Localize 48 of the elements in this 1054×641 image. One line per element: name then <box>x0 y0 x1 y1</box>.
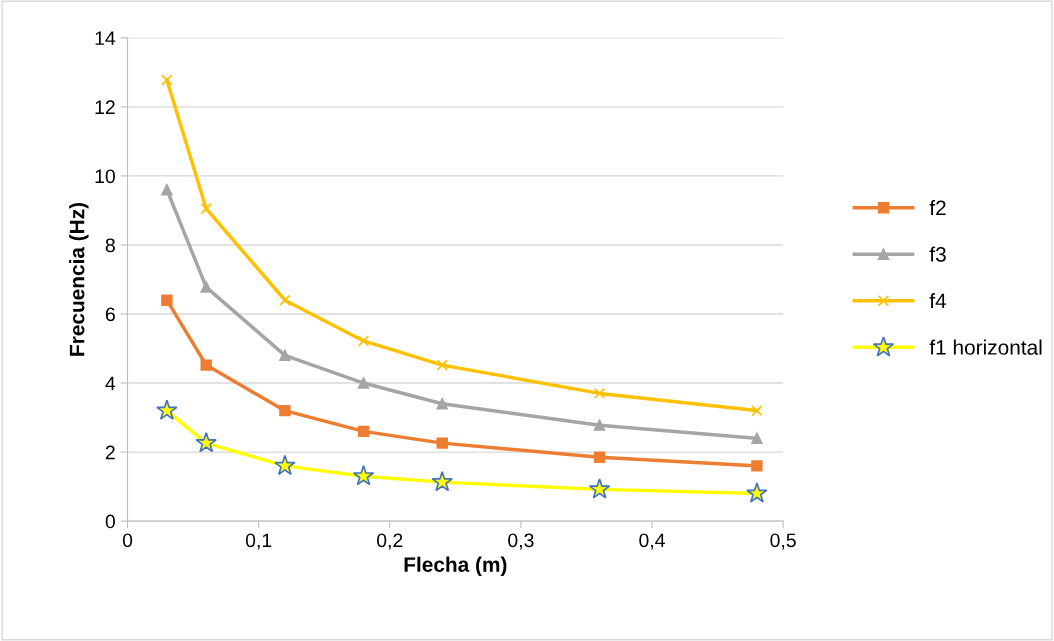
point <box>274 454 296 476</box>
x-tick-label: 0,4 <box>639 533 665 550</box>
y-tick-label: 10 <box>95 169 115 184</box>
legend-label: f4 <box>929 293 947 309</box>
x-tick-label: 0,5 <box>770 533 796 550</box>
y-tick-label: 2 <box>105 445 115 460</box>
point <box>161 74 173 86</box>
y-tick-label: 0 <box>105 514 115 529</box>
point <box>279 349 291 362</box>
point <box>156 399 178 420</box>
y-tick-label: 12 <box>95 100 115 114</box>
point <box>593 451 606 463</box>
point <box>200 359 212 371</box>
point <box>436 398 448 410</box>
legend-label: f2 <box>929 200 946 216</box>
y-axis-title: Frecuencia (Hz) <box>69 202 89 356</box>
x-tick-label: 0 <box>122 533 133 548</box>
point <box>431 470 453 492</box>
point <box>279 294 291 306</box>
point <box>751 460 763 472</box>
x-tick-label: 0,3 <box>508 533 534 550</box>
x-tick-label: 0,1 <box>245 533 272 550</box>
point <box>161 184 173 196</box>
point <box>593 387 606 400</box>
y-tick-label: 14 <box>95 31 116 45</box>
point <box>200 203 212 215</box>
x-axis-title: Flecha (m) <box>404 556 507 577</box>
point <box>352 465 375 486</box>
point <box>357 377 370 389</box>
point <box>357 335 370 347</box>
legend-label: f1 horizontal <box>929 339 1042 355</box>
y-tick-label: 8 <box>105 238 115 253</box>
legend-label: f3 <box>929 246 946 262</box>
point <box>593 419 606 431</box>
point <box>161 294 173 306</box>
point <box>195 431 217 453</box>
point <box>746 482 768 503</box>
y-tick-label: 4 <box>105 376 116 391</box>
y-tick-label: 6 <box>105 307 115 322</box>
point <box>751 404 763 417</box>
point <box>588 478 611 499</box>
point <box>436 359 448 371</box>
point <box>279 404 291 417</box>
point <box>436 437 448 449</box>
point <box>357 425 370 438</box>
point <box>751 432 763 444</box>
point <box>200 281 212 293</box>
x-tick-label: 0,2 <box>377 533 403 550</box>
